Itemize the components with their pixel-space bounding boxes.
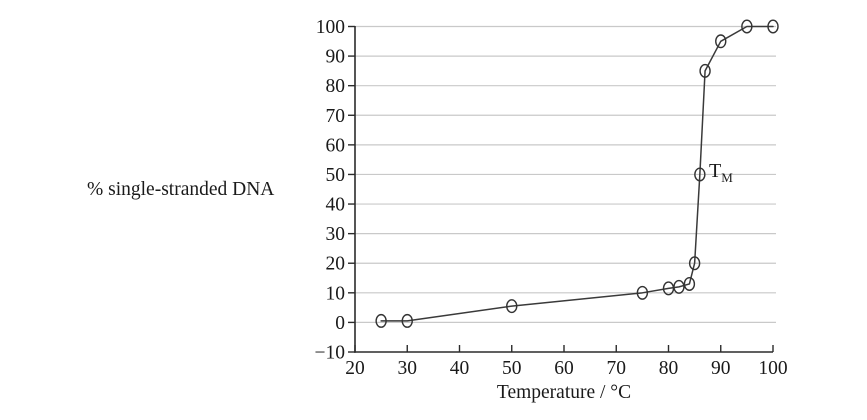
x-tick-label: 50 — [502, 358, 522, 379]
y-tick-label: 10 — [326, 283, 346, 304]
data-point-marker — [741, 19, 753, 34]
x-tick-label: 30 — [398, 358, 418, 379]
y-tick-label: 100 — [316, 17, 345, 38]
y-tick-label: 20 — [326, 254, 346, 275]
data-point-marker — [506, 299, 518, 314]
y-tick-label: −10 — [315, 343, 346, 364]
x-tick-label: 90 — [711, 358, 731, 379]
tm-annotation-text: T — [709, 160, 722, 182]
data-point-marker — [699, 63, 711, 78]
x-tick-label: 80 — [659, 358, 679, 379]
y-tick-label: 90 — [326, 47, 346, 68]
x-tick-label: 70 — [607, 358, 627, 379]
data-point-marker — [688, 256, 701, 271]
y-tick-label: 30 — [326, 224, 346, 245]
x-axis-label: Temperature / °C — [496, 382, 632, 403]
x-tick-label: 60 — [554, 358, 574, 379]
y-axis-label: % single-stranded DNA — [87, 179, 275, 200]
x-tick-label: 20 — [345, 358, 365, 379]
data-point-marker — [683, 276, 696, 291]
y-tick-label: 60 — [326, 135, 346, 156]
y-tick-label: 0 — [335, 313, 345, 334]
y-tick-label: 50 — [326, 165, 346, 186]
data-point-marker — [694, 167, 706, 182]
y-tick-label: 70 — [326, 106, 346, 127]
y-tick-label: 80 — [326, 76, 346, 97]
data-point-marker — [767, 19, 779, 34]
data-point-marker — [636, 285, 649, 300]
data-point-marker — [401, 313, 413, 328]
tm-annotation-subscript: M — [721, 170, 733, 185]
curve-line — [380, 25, 774, 322]
data-point-marker — [673, 279, 685, 294]
data-point-marker — [715, 34, 727, 49]
x-tick-label: 100 — [758, 358, 787, 379]
tm-annotation: TM — [709, 160, 733, 186]
x-tick-label: 40 — [450, 358, 470, 379]
y-tick-label: 40 — [326, 195, 346, 216]
data-point-marker — [375, 313, 387, 328]
